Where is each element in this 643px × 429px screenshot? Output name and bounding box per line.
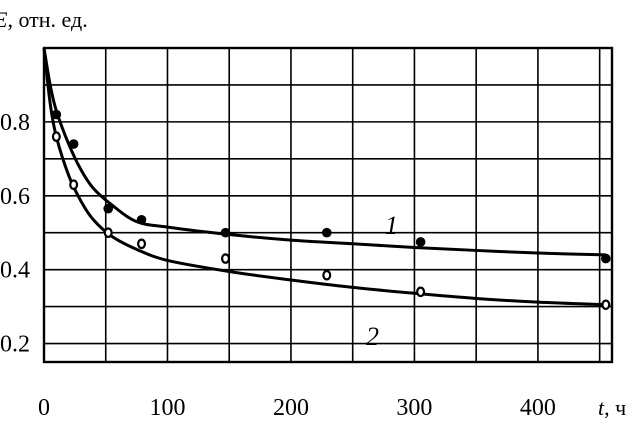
x-tick-label: 400: [520, 395, 556, 421]
x-tick-label: 100: [149, 395, 185, 421]
y-tick-label: 0.2: [0, 332, 30, 358]
plot-border: [42, 46, 614, 364]
point-series-1: [136, 214, 147, 225]
point-series-1: [601, 253, 611, 264]
y-tick-label: 0.8: [0, 110, 30, 136]
point-series-2: [137, 238, 147, 250]
x-axis-variable: t: [598, 395, 605, 420]
point-series-1: [220, 227, 231, 238]
tick-labels: 0 100 200 300 400 0.2 0.4 0.6 0.8: [0, 110, 556, 421]
curve-series-1: [42, 47, 606, 257]
x-tick-label: 300: [396, 395, 432, 421]
point-series-2: [601, 299, 611, 311]
y-axis-unit: , отн. ед.: [7, 7, 87, 32]
x-tick-label: 200: [273, 395, 309, 421]
point-series-1: [321, 227, 332, 238]
x-axis-unit: , ч: [604, 395, 626, 420]
point-series-2: [322, 269, 332, 281]
x-axis-label: t, ч: [598, 395, 626, 420]
y-axis-label: E, отн. ед.: [0, 7, 88, 32]
point-series-1: [103, 203, 114, 214]
fitted-curves: [42, 47, 606, 307]
y-tick-label: 0.6: [0, 184, 30, 210]
y-tick-label: 0.4: [0, 258, 30, 284]
plot-frame: [42, 46, 614, 364]
point-series-2: [69, 179, 79, 190]
curve-label-2: 2: [366, 322, 379, 351]
point-series-1: [415, 237, 426, 247]
curve-label-1: 1: [385, 211, 398, 240]
point-series-1: [51, 109, 62, 120]
data-points: [51, 109, 611, 311]
point-series-2: [103, 227, 113, 239]
point-series-1: [68, 139, 79, 149]
grid: [44, 48, 612, 362]
point-series-2: [221, 253, 231, 264]
point-series-2: [416, 286, 426, 298]
point-series-2: [51, 131, 61, 142]
curve-series-2: [42, 47, 606, 307]
x-tick-label: 0: [38, 395, 50, 421]
curve-labels: 12: [366, 211, 398, 351]
y-axis-variable: E: [0, 7, 8, 32]
